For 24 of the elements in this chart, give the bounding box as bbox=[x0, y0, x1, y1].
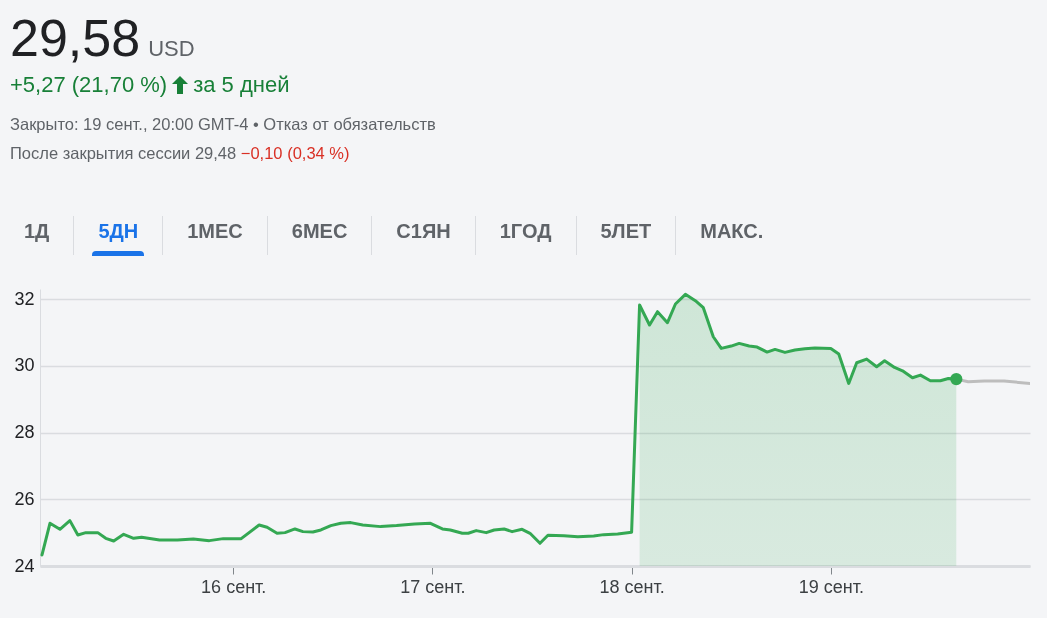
y-tick-label: 32 bbox=[14, 288, 35, 309]
y-tick-label: 30 bbox=[14, 355, 35, 376]
text: 1Д bbox=[23, 219, 51, 244]
text: 5ЛЕТ bbox=[575, 216, 676, 255]
y-tick-label: 26 bbox=[14, 488, 35, 509]
y-tick-label: 28 bbox=[14, 422, 35, 443]
x-tick-label: 18 сент. bbox=[599, 576, 665, 597]
text: После закрытия сессии 29,48 bbox=[10, 144, 238, 162]
text: Закрыто: 19 сент., 20:00 GMT-4 • Отказ от обязательств bbox=[10, 115, 436, 134]
text: −0,10 (0,34 %) bbox=[240, 144, 350, 162]
text: С1ЯН bbox=[371, 216, 475, 255]
x-tick-label: 19 сент. bbox=[798, 576, 864, 597]
y-tick-label: 24 bbox=[14, 555, 35, 576]
text: МАКС. bbox=[675, 216, 788, 255]
text: USD bbox=[148, 36, 195, 61]
text: 1МЕС bbox=[162, 216, 267, 255]
x-tick-label: 16 сент. bbox=[201, 576, 267, 597]
text: за 5 дней bbox=[193, 72, 290, 98]
text: 6МЕС bbox=[266, 216, 372, 255]
text: 5ДН bbox=[73, 216, 163, 255]
text: +5,27 (21,70 %) bbox=[10, 72, 168, 98]
chart-title: 29,58 bbox=[10, 9, 141, 67]
x-tick-label: 17 сент. bbox=[400, 576, 466, 597]
text: 1ГОД bbox=[474, 216, 576, 255]
